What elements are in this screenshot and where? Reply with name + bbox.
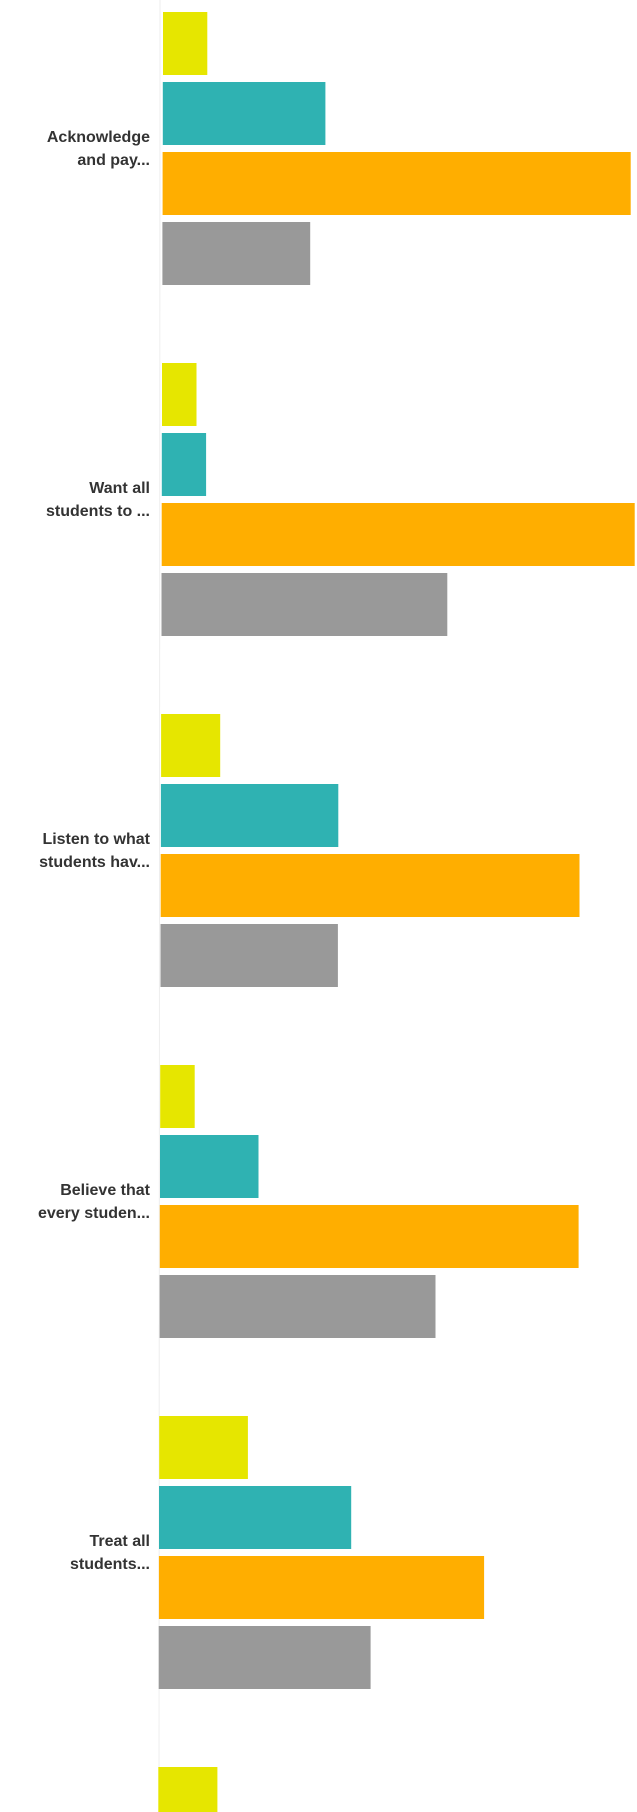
category-label-4: Believe that every studen... (38, 1182, 151, 1222)
bar-group-1-series-3 (162, 152, 631, 215)
bar-group-3-series-4 (160, 924, 338, 987)
bar-group-5-series-2 (159, 1486, 352, 1549)
labels-group: Acknowledge and pay... Want all students to… (38, 129, 151, 1573)
bar-group-4-series-1 (160, 1065, 195, 1128)
category-label-5-line-1: Treat all (90, 1533, 150, 1550)
category-label-2-line-1: Want all (89, 480, 150, 497)
category-label-1-line-2: and pay... (77, 152, 150, 169)
category-label-5-line-2: students... (70, 1556, 150, 1573)
bar-group-3-series-2 (160, 784, 339, 847)
bar-group-1-series-1 (163, 12, 208, 75)
bar-group-5-series-4 (158, 1626, 371, 1689)
category-label-2: Want all students to ... (46, 480, 150, 520)
category-label-4-line-1: Believe that (60, 1182, 150, 1199)
category-label-5: Treat all students... (70, 1533, 150, 1573)
bar-group-4-series-4 (159, 1275, 436, 1338)
bar-group-3-series-1 (161, 714, 221, 777)
bar-group-4-series-2 (160, 1135, 259, 1198)
bar-group-2-series-4 (161, 573, 448, 636)
bar-group-5-series-3 (158, 1556, 485, 1619)
bar-group-6-series-1 (158, 1767, 218, 1812)
category-label-4-line-2: every studen... (38, 1205, 150, 1222)
category-label-3-line-1: Listen to what (42, 831, 150, 848)
category-label-1: Acknowledge and pay... (47, 129, 150, 169)
bar-group-1-series-4 (162, 222, 311, 285)
bar-group-3-series-3 (160, 854, 580, 917)
bar-group-5-series-1 (159, 1416, 248, 1479)
category-label-1-line-1: Acknowledge (47, 129, 150, 146)
category-label-3: Listen to what students hav... (39, 831, 151, 871)
bar-group-2-series-2 (161, 433, 207, 496)
bars-group (158, 12, 635, 1812)
category-label-2-line-2: students to ... (46, 503, 150, 520)
bar-group-2-series-1 (162, 363, 197, 426)
bar-group-2-series-3 (161, 503, 635, 566)
bar-group-1-series-2 (162, 82, 326, 145)
category-label-3-line-2: students hav... (39, 854, 150, 871)
bar-group-4-series-3 (159, 1205, 579, 1268)
